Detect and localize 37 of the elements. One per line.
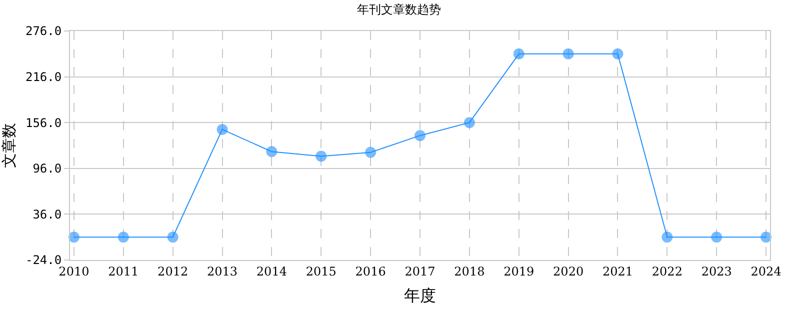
x-tick-label: 2021 — [602, 264, 634, 278]
point — [68, 232, 80, 243]
point — [513, 48, 524, 60]
x-tick-label: 2015 — [306, 264, 336, 278]
x-tick-label: 2016 — [355, 264, 386, 278]
point — [662, 232, 673, 243]
point — [612, 48, 624, 60]
point — [711, 232, 722, 243]
y-tick-label: 216.0 — [25, 70, 62, 84]
chart-title: 年刊文章数趋势 — [357, 2, 441, 16]
x-tick-label: 2022 — [652, 264, 682, 278]
x-axis-title: 年度 — [404, 286, 436, 306]
y-tick-label: 156.0 — [25, 116, 62, 130]
point — [414, 130, 426, 142]
point — [316, 150, 327, 162]
point — [118, 232, 129, 243]
point — [365, 146, 376, 158]
x-tick-label: 2014 — [256, 264, 288, 278]
point — [464, 117, 475, 128]
x-tick-label: 2013 — [206, 264, 238, 278]
point — [760, 232, 772, 243]
y-tick-label: 96.0 — [32, 162, 62, 176]
y-tick-label: 36.0 — [32, 207, 62, 222]
x-tick-label: 2020 — [553, 264, 584, 278]
x-tick-label: 2018 — [454, 264, 485, 278]
x-tick-label: 2019 — [504, 264, 534, 278]
point — [216, 124, 228, 135]
x-tick-label: 2024 — [750, 264, 782, 278]
x-tick-label: 2012 — [158, 264, 188, 278]
x-tick-label: 2011 — [108, 264, 139, 278]
y-tick-label: 276.0 — [25, 24, 62, 38]
point — [167, 232, 178, 243]
point — [266, 146, 278, 158]
y-axis-title: 文章数 — [0, 123, 18, 168]
point — [562, 48, 574, 60]
x-tick-label: 2017 — [404, 264, 436, 278]
x-tick-label: 2023 — [701, 264, 732, 278]
